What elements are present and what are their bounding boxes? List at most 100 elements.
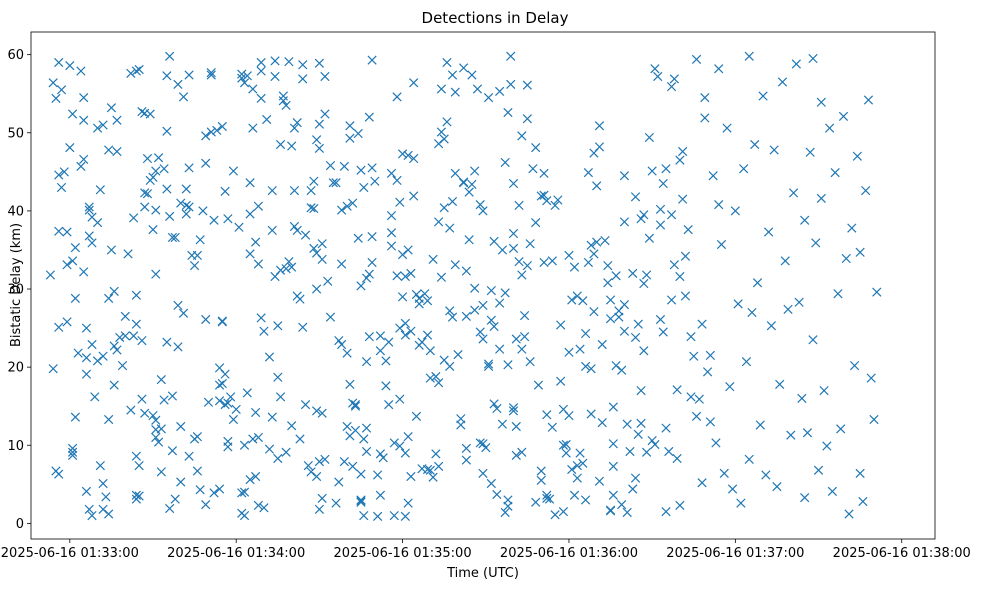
data-point-131 — [178, 308, 189, 318]
data-point-387 — [436, 127, 447, 137]
data-point-428 — [481, 442, 491, 453]
data-point-42 — [87, 339, 97, 350]
data-point-246 — [300, 400, 311, 410]
data-point-1 — [48, 364, 58, 374]
data-point-646 — [780, 256, 790, 266]
data-point-266 — [317, 239, 327, 249]
data-point-194 — [248, 84, 258, 94]
data-point-322 — [373, 470, 383, 480]
data-point-662 — [816, 193, 826, 204]
data-point-239 — [292, 117, 302, 128]
data-point-423 — [478, 468, 488, 479]
data-point-27 — [76, 161, 86, 171]
data-point-79 — [131, 490, 141, 500]
data-point-273 — [325, 312, 336, 322]
data-point-102 — [151, 269, 161, 279]
data-point-492 — [547, 422, 557, 432]
data-point-544 — [608, 402, 618, 412]
data-point-254 — [309, 203, 319, 214]
data-point-514 — [575, 344, 585, 354]
data-point-541 — [605, 505, 616, 515]
data-point-174 — [223, 442, 233, 452]
data-point-18 — [67, 256, 78, 266]
data-point-683 — [872, 287, 882, 297]
data-point-588 — [661, 423, 671, 433]
data-point-453 — [506, 51, 516, 61]
data-point-373 — [422, 464, 433, 475]
data-point-189 — [242, 388, 252, 398]
data-point-165 — [217, 378, 227, 389]
data-point-401 — [450, 87, 460, 97]
data-point-573 — [641, 270, 652, 280]
data-point-21 — [67, 443, 78, 454]
data-point-417 — [470, 166, 480, 176]
data-point-442 — [495, 298, 505, 308]
data-point-519 — [580, 495, 591, 505]
data-point-624 — [722, 123, 732, 133]
data-point-261 — [314, 119, 325, 129]
data-point-576 — [647, 435, 657, 446]
data-point-184 — [239, 78, 250, 88]
data-point-75 — [128, 331, 139, 341]
data-point-134 — [181, 200, 191, 211]
data-point-675 — [852, 151, 862, 161]
data-point-400 — [450, 168, 460, 179]
data-point-459 — [511, 334, 521, 344]
data-point-346 — [397, 250, 408, 260]
data-point-504 — [564, 410, 574, 421]
data-point-73 — [126, 68, 136, 79]
data-point-112 — [159, 164, 169, 174]
data-point-39 — [84, 504, 94, 514]
data-point-660 — [813, 465, 824, 475]
data-point-369 — [417, 337, 427, 347]
data-point-167 — [217, 317, 227, 327]
data-point-475 — [528, 164, 538, 174]
data-point-265 — [317, 493, 327, 504]
data-point-87 — [137, 335, 147, 346]
data-point-233 — [287, 141, 297, 151]
data-point-523 — [586, 240, 596, 250]
data-point-232 — [287, 421, 297, 431]
data-point-503 — [564, 347, 574, 357]
data-point-655 — [802, 428, 813, 438]
data-point-496 — [556, 376, 566, 386]
data-point-96 — [145, 109, 155, 119]
data-point-217 — [270, 71, 280, 82]
data-point-153 — [203, 397, 214, 407]
data-point-323 — [375, 331, 386, 341]
data-point-281 — [336, 205, 347, 215]
data-point-363 — [411, 289, 422, 300]
data-point-556 — [622, 507, 632, 518]
data-point-386 — [436, 272, 447, 282]
data-point-269 — [320, 71, 330, 82]
data-point-521 — [583, 167, 593, 178]
data-point-467 — [517, 447, 527, 457]
data-point-641 — [766, 321, 777, 331]
y-tick-label-2: 20 — [7, 361, 24, 376]
data-point-432 — [486, 315, 496, 325]
data-point-304 — [356, 165, 366, 175]
data-point-571 — [639, 210, 649, 220]
data-point-569 — [639, 278, 649, 289]
data-point-290 — [345, 121, 355, 131]
data-point-71 — [120, 311, 130, 321]
data-point-12 — [59, 167, 69, 177]
data-point-311 — [361, 446, 372, 457]
data-point-545 — [608, 490, 618, 500]
data-point-37 — [84, 205, 94, 215]
data-point-306 — [359, 510, 369, 521]
data-point-620 — [714, 64, 724, 74]
data-point-345 — [397, 292, 408, 302]
data-point-256 — [311, 406, 322, 416]
data-point-535 — [600, 235, 610, 246]
data-point-611 — [697, 319, 707, 329]
data-point-596 — [672, 453, 682, 464]
data-point-457 — [508, 403, 519, 413]
data-point-160 — [214, 380, 225, 390]
data-point-123 — [170, 494, 180, 504]
data-point-552 — [619, 300, 630, 310]
data-point-372 — [422, 296, 433, 306]
data-point-268 — [317, 254, 327, 264]
data-point-478 — [531, 217, 541, 228]
data-point-633 — [744, 454, 754, 464]
